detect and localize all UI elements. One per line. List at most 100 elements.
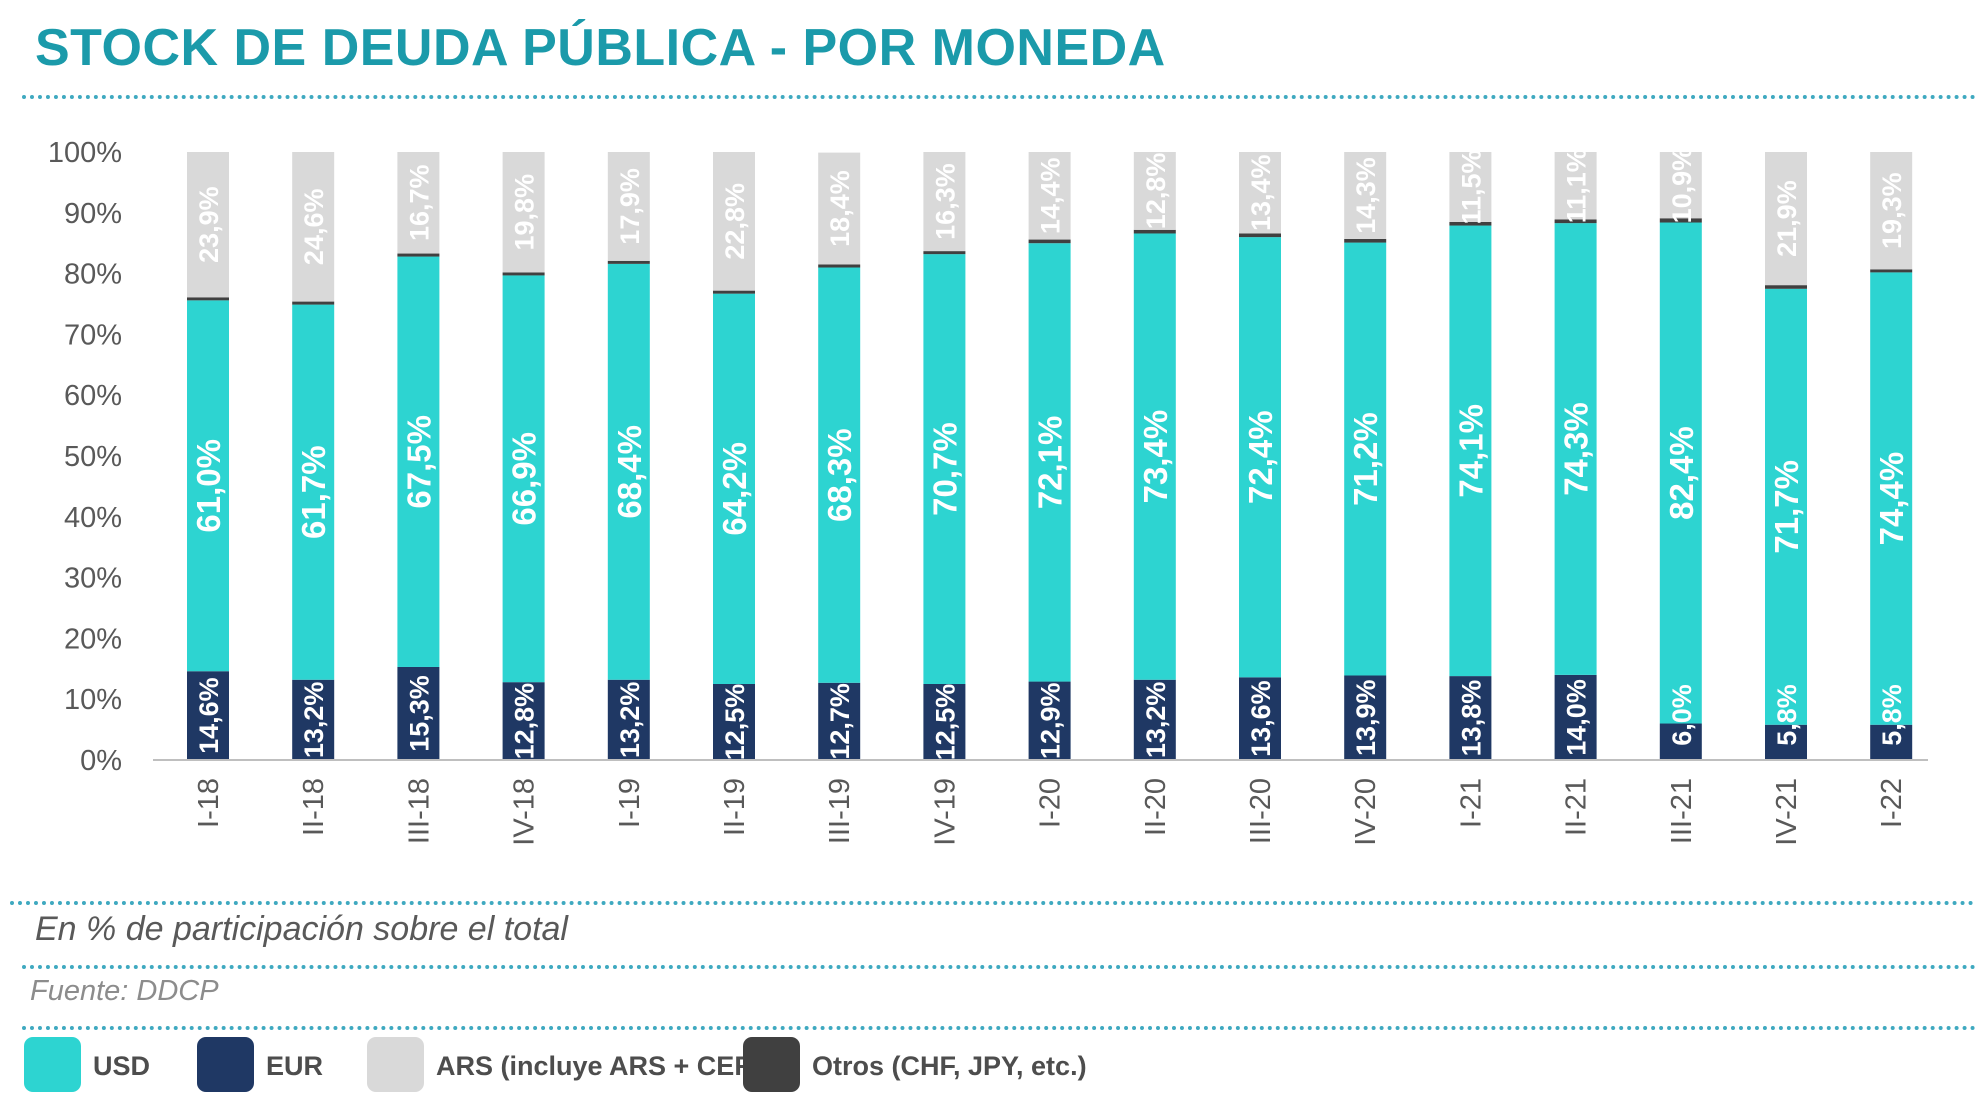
page-title: STOCK DE DEUDA PÚBLICA - POR MONEDA: [35, 19, 1166, 77]
data-label-ars: 10,9%: [1667, 147, 1697, 224]
bar-otros: [1449, 221, 1492, 226]
bar-otros: [292, 301, 335, 305]
subtitle-divider: [22, 965, 1977, 969]
bar-otros: [1554, 219, 1597, 224]
x-tick-label: IV-21: [1771, 778, 1803, 846]
x-tick-label: I-19: [614, 778, 646, 828]
bar-eur: [397, 666, 440, 760]
bar-stack: 5,8% 71,7% 21,9%: [1765, 152, 1807, 760]
legend-swatch-ars: [367, 1037, 424, 1092]
data-label-ars: 13,4%: [1246, 154, 1276, 231]
bar-otros: [1239, 233, 1281, 238]
bar-eur: [818, 682, 861, 760]
x-tick-label: IV-18: [509, 778, 541, 846]
bar-usd: [1344, 242, 1387, 676]
data-label-usd: 71,7%: [1768, 460, 1805, 554]
data-label-usd: 74,4%: [1873, 452, 1910, 546]
bar-stack: 13,2% 68,4% 17,9%: [607, 152, 650, 760]
data-label-usd: 64,2%: [716, 442, 753, 536]
y-tick-label: 30%: [64, 563, 122, 595]
y-tick-label: 60%: [64, 380, 122, 412]
data-label-ars: 18,4%: [825, 170, 855, 247]
bar-eur: [292, 679, 335, 760]
legend-label-ars: ARS (incluye ARS + CER): [436, 1051, 763, 1081]
y-tick-label: 90%: [64, 198, 122, 230]
bar-eur: [1344, 675, 1387, 760]
bar-otros: [713, 290, 755, 294]
bar-ars: [923, 152, 966, 252]
bar-otros: [1659, 218, 1702, 223]
bar-eur: [1765, 724, 1807, 760]
bar-otros: [923, 251, 966, 255]
data-label-eur: 12,5%: [930, 684, 960, 761]
data-label-eur: 5,8%: [1772, 684, 1802, 746]
bar-eur: [1239, 677, 1281, 760]
data-label-eur: 5,8%: [1877, 684, 1907, 746]
bar-stack: 12,9% 72,1% 14,4%: [1028, 152, 1071, 760]
bar-stack: 13,9% 71,2% 14,3%: [1344, 152, 1387, 760]
bar-usd: [1554, 223, 1597, 675]
bar-otros: [607, 260, 650, 264]
y-tick-label: 50%: [64, 441, 122, 473]
bar-usd: [1239, 237, 1281, 678]
x-tick-label: I-21: [1455, 778, 1487, 828]
bar-usd: [397, 256, 440, 667]
data-label-ars: 16,3%: [930, 163, 960, 240]
source-note: Fuente: DDCP: [30, 975, 219, 1007]
bar-usd: [1449, 225, 1492, 677]
data-label-usd: 73,4%: [1137, 410, 1174, 504]
x-tick-label: III-18: [403, 778, 435, 844]
bar-usd: [818, 267, 861, 683]
bar-eur: [1028, 681, 1071, 760]
bar-usd: [1765, 288, 1807, 725]
title-divider: [22, 95, 1977, 99]
x-tick-label: II-21: [1561, 778, 1593, 836]
y-tick-label: 20%: [64, 623, 122, 655]
data-label-eur: 12,9%: [1036, 683, 1066, 760]
data-label-eur: 6,0%: [1667, 684, 1697, 746]
bar-eur: [1870, 724, 1913, 760]
bar-otros: [1870, 269, 1913, 273]
data-label-ars: 21,9%: [1772, 180, 1802, 257]
data-label-ars: 11,5%: [1456, 149, 1486, 224]
data-label-eur: 12,5%: [720, 684, 750, 761]
bar-ars: [1765, 152, 1807, 286]
bar-eur: [923, 684, 966, 760]
bar-ars: [818, 152, 861, 265]
chart-divider: [10, 901, 1975, 905]
bar-eur: [1659, 723, 1702, 760]
bar-usd: [292, 304, 335, 680]
bar-otros: [1344, 238, 1387, 243]
data-label-usd: 61,7%: [295, 445, 332, 539]
bar-usd: [1133, 233, 1176, 680]
x-tick-label: I-20: [1035, 778, 1067, 828]
bar-ars: [1133, 152, 1176, 230]
bar-ars: [1344, 152, 1387, 239]
x-tick-label: II-19: [719, 778, 751, 836]
data-label-ars: 24,6%: [299, 189, 329, 266]
x-tick-label: III-20: [1245, 778, 1277, 844]
data-label-eur: 13,2%: [615, 682, 645, 759]
x-tick-label: II-20: [1140, 778, 1172, 836]
source-divider: [22, 1026, 1977, 1030]
data-label-usd: 74,1%: [1452, 404, 1489, 498]
data-label-usd: 82,4%: [1663, 426, 1700, 520]
bar-stack: 5,8% 74,4% 19,3%: [1870, 152, 1913, 760]
data-label-eur: 12,7%: [825, 683, 855, 760]
y-tick-label: 100%: [48, 137, 122, 169]
bar-stack: 13,8% 74,1% 11,5%: [1449, 149, 1492, 760]
bar-stack: 13,2% 73,4% 12,8%: [1133, 152, 1176, 760]
bar-usd: [1870, 272, 1913, 725]
data-label-ars: 16,7%: [404, 164, 434, 241]
bar-stack: 12,7% 68,3% 18,4%: [818, 152, 861, 760]
bar-ars: [1554, 152, 1597, 220]
data-label-eur: 15,3%: [404, 675, 434, 752]
data-label-eur: 14,6%: [194, 677, 224, 754]
bar-stack: 14,0% 74,3% 11,1%: [1554, 148, 1597, 760]
data-label-ars: 11,1%: [1562, 148, 1592, 223]
bar-eur: [1449, 676, 1492, 760]
data-label-ars: 22,8%: [720, 183, 750, 260]
data-label-usd: 61,0%: [190, 439, 227, 533]
y-axis: 0% 10% 20% 30% 40% 50% 60% 70% 80% 90% 100%: [48, 137, 122, 777]
data-label-ars: 12,8%: [1141, 153, 1171, 230]
